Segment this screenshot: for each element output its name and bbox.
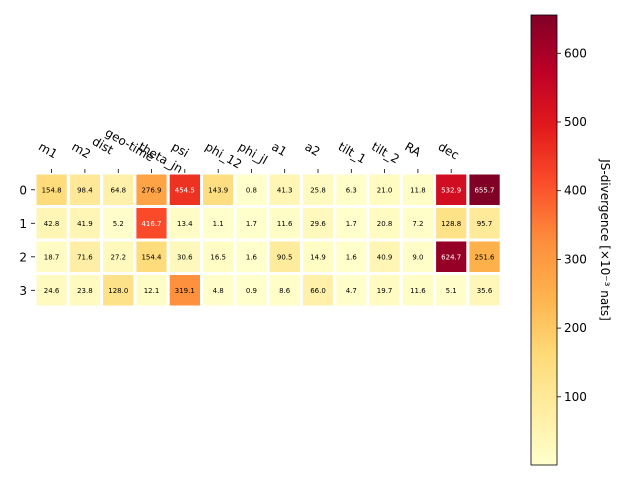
row-label: 0 (19, 183, 27, 197)
colorbar-tick-label: 400 (564, 184, 587, 198)
cell-value-label: 4.7 (346, 287, 357, 295)
cell-value-label: 19.7 (377, 287, 393, 295)
cell-value-label: 319.1 (175, 287, 195, 295)
heatmap-cell (233, 272, 270, 309)
cell-value-label: 0.9 (246, 287, 257, 295)
cell-value-label: 1.6 (246, 253, 258, 261)
cell-value-label: 532.9 (441, 186, 461, 194)
cell-value-label: 4.8 (213, 287, 224, 295)
cell-value-label: 24.6 (44, 287, 60, 295)
cell-value-label: 1.1 (213, 220, 224, 228)
row-label: 3 (19, 284, 27, 298)
heatmap-cell (166, 272, 203, 309)
heatmap-cell (100, 272, 137, 309)
cell-value-label: 5.1 (446, 287, 457, 295)
column-label: dec (436, 139, 462, 162)
cell-value-label: 251.6 (474, 253, 495, 261)
cell-value-label: 23.8 (77, 287, 93, 295)
colorbar-tick-label: 500 (564, 115, 587, 129)
heatmap-cell (200, 272, 237, 309)
cell-value-label: 95.7 (477, 220, 493, 228)
cell-value-label: 98.4 (77, 186, 93, 194)
column-label: a1 (269, 139, 289, 159)
cell-value-label: 18.7 (44, 253, 60, 261)
cell-value-label: 1.7 (346, 220, 357, 228)
cell-value-label: 29.6 (310, 220, 326, 228)
cell-value-label: 90.5 (277, 253, 293, 261)
cell-value-label: 12.1 (144, 287, 160, 295)
colorbar-label: JS-divergence [×10⁻³ nats] (598, 158, 612, 321)
row-label: 2 (19, 250, 27, 264)
cell-value-label: 9.0 (412, 253, 423, 261)
cell-value-label: 8.6 (279, 287, 291, 295)
heatmap-cell (399, 272, 437, 309)
column-label: RA (402, 139, 424, 160)
cell-value-label: 11.8 (410, 186, 426, 194)
cell-value-label: 71.6 (77, 253, 93, 261)
colorbar-tick-label: 600 (564, 46, 587, 60)
heatmap-cell (266, 238, 303, 275)
heatmap-cell (466, 272, 503, 309)
column-label: tilt_1 (336, 139, 369, 166)
cell-value-label: 21.0 (377, 186, 393, 194)
heatmap-cell (166, 205, 203, 242)
cell-value-label: 42.8 (44, 220, 60, 228)
colorbar-tick-label: 100 (564, 390, 587, 404)
cell-value-label: 25.8 (310, 186, 326, 194)
colorbar-ticks: 100 200 300 400 500 600 (557, 46, 587, 404)
cell-value-label: 454.5 (175, 186, 195, 194)
colorbar-gradient (530, 14, 558, 466)
cell-value-label: 27.2 (111, 253, 127, 261)
cell-value-label: 1.6 (346, 253, 358, 261)
cell-value-label: 6.3 (346, 186, 357, 194)
heatmap-cell (266, 171, 303, 208)
cell-value-label: 64.8 (111, 186, 127, 194)
cell-value-label: 41.3 (277, 186, 293, 194)
cell-value-label: 30.6 (177, 253, 193, 261)
cell-value-label: 128.8 (441, 220, 461, 228)
column-label: a2 (303, 139, 323, 159)
colorbar: 100 200 300 400 500 600 JS-divergence [×10⁻³ … (530, 14, 612, 466)
colorbar-tick-label: 200 (564, 321, 587, 335)
cell-value-label: 16.5 (210, 253, 226, 261)
cell-value-label: 1.7 (246, 220, 257, 228)
cell-value-label: 41.9 (77, 220, 93, 228)
cell-value-label: 655.7 (474, 186, 494, 194)
cell-value-label: 11.6 (410, 287, 426, 295)
cell-value-label: 128.0 (108, 287, 128, 295)
cell-value-label: 154.8 (42, 186, 62, 194)
cell-value-label: 20.8 (377, 220, 393, 228)
cell-value-label: 5.2 (113, 220, 124, 228)
column-label: m2 (69, 139, 93, 161)
heatmap-cell (133, 272, 170, 309)
cell-value-label: 14.9 (310, 253, 326, 261)
cell-value-label: 154.4 (141, 253, 162, 261)
cell-value-label: 416.7 (141, 220, 161, 228)
heatmap-cell (100, 238, 137, 275)
cell-value-label: 13.4 (177, 220, 193, 228)
colorbar-tick-label: 300 (564, 252, 587, 266)
heatmap-grid: 154.8 98.4 64.8 276.9 454.5 143.9 0.8 41.3 25.8 6… (33, 171, 503, 309)
column-label: m1 (36, 139, 60, 161)
cell-value-label: 40.9 (377, 253, 393, 261)
row-label: 1 (19, 217, 27, 231)
cell-value-label: 0.8 (246, 186, 257, 194)
cell-value-label: 624.7 (441, 253, 461, 261)
column-label: tilt_2 (369, 139, 402, 166)
cell-value-label: 66.0 (310, 287, 326, 295)
cell-value-label: 35.6 (477, 287, 493, 295)
row-labels: 0 1 2 3 (19, 183, 35, 298)
column-label: phi_12 (203, 139, 244, 171)
cell-value-label: 7.2 (412, 220, 423, 228)
cell-value-label: 11.6 (277, 220, 293, 228)
cell-value-label: 276.9 (141, 186, 161, 194)
heatmap-cell (299, 205, 337, 242)
cell-value-label: 143.9 (208, 186, 228, 194)
heatmap-cell (100, 205, 137, 242)
heatmap-cell (299, 272, 337, 309)
